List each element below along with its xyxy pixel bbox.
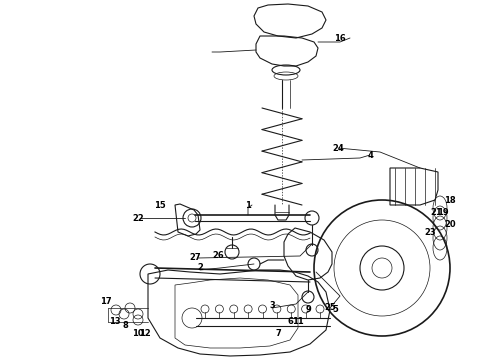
Text: 13: 13 (109, 318, 121, 327)
Text: 3: 3 (269, 301, 275, 310)
Text: 22: 22 (132, 213, 144, 222)
Text: 8: 8 (122, 321, 128, 330)
Text: 4: 4 (367, 150, 373, 159)
Text: 21: 21 (430, 207, 442, 216)
Text: 2: 2 (197, 264, 203, 273)
Text: 26: 26 (212, 251, 224, 260)
Text: 23: 23 (424, 228, 436, 237)
Text: 24: 24 (332, 144, 344, 153)
Text: 10: 10 (132, 329, 144, 338)
Text: 9: 9 (305, 306, 311, 315)
Text: 1: 1 (245, 201, 251, 210)
Text: 18: 18 (444, 195, 456, 204)
Text: 7: 7 (275, 329, 281, 338)
Text: 20: 20 (444, 220, 456, 229)
Text: 25: 25 (324, 303, 336, 312)
Text: 11: 11 (292, 318, 304, 327)
Text: 5: 5 (332, 306, 338, 315)
Text: 16: 16 (334, 33, 346, 42)
Text: 27: 27 (189, 253, 201, 262)
Text: 12: 12 (139, 329, 151, 338)
Text: 6: 6 (287, 318, 293, 327)
Text: 19: 19 (437, 207, 449, 216)
Text: 17: 17 (100, 297, 112, 306)
Text: 15: 15 (154, 201, 166, 210)
